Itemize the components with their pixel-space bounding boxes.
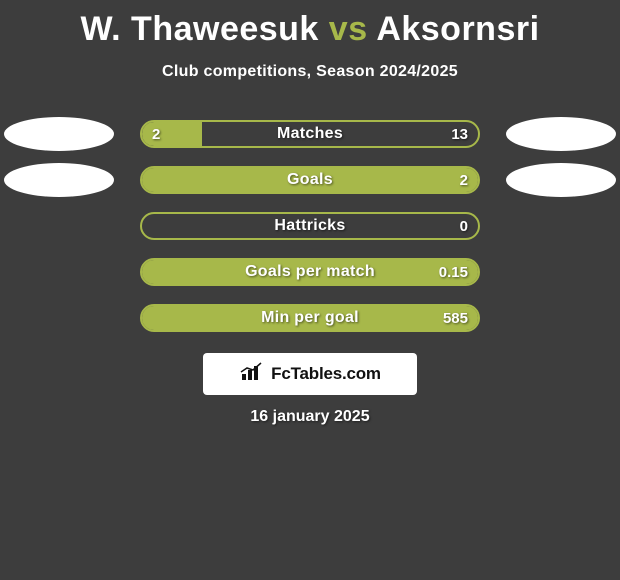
stat-label: Goals per match — [142, 260, 478, 284]
bar-track: Hattricks 0 — [140, 212, 480, 240]
subtitle: Club competitions, Season 2024/2025 — [0, 63, 620, 81]
stat-label: Matches — [142, 122, 478, 146]
value-right: 2 — [460, 168, 468, 192]
comparison-chart: 2 Matches 13 Goals 2 Hattricks 0 Goals p… — [0, 110, 620, 340]
page-title: W. Thaweesuk vs Aksornsri — [0, 0, 620, 49]
stat-label: Hattricks — [142, 214, 478, 238]
stat-row: Goals 2 — [0, 156, 620, 202]
attribution-badge: FcTables.com — [203, 353, 417, 395]
bar-track: Goals 2 — [140, 166, 480, 194]
player2-name: Aksornsri — [376, 10, 539, 48]
value-right: 585 — [443, 306, 468, 330]
flag-left — [4, 117, 114, 151]
bar-chart-icon — [239, 362, 265, 387]
value-right: 13 — [451, 122, 468, 146]
date-label: 16 january 2025 — [0, 408, 620, 426]
stat-row: Hattricks 0 — [0, 202, 620, 248]
stat-row: Min per goal 585 — [0, 294, 620, 340]
bar-track: Min per goal 585 — [140, 304, 480, 332]
flag-right — [506, 117, 616, 151]
value-right: 0 — [460, 214, 468, 238]
bar-track: Goals per match 0.15 — [140, 258, 480, 286]
flag-right — [506, 163, 616, 197]
stat-label: Min per goal — [142, 306, 478, 330]
value-right: 0.15 — [439, 260, 468, 284]
stat-row: 2 Matches 13 — [0, 110, 620, 156]
stat-label: Goals — [142, 168, 478, 192]
attribution-text: FcTables.com — [271, 364, 381, 384]
bar-track: 2 Matches 13 — [140, 120, 480, 148]
vs-separator: vs — [329, 10, 368, 48]
player1-name: W. Thaweesuk — [80, 10, 318, 48]
flag-left — [4, 163, 114, 197]
stat-row: Goals per match 0.15 — [0, 248, 620, 294]
